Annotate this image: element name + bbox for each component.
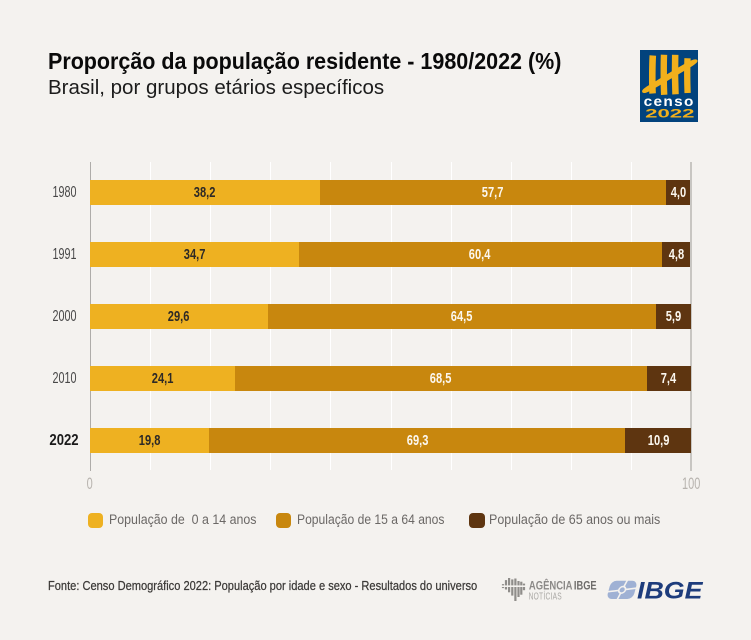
svg-text:IBGE: IBGE xyxy=(574,580,597,594)
svg-text:AGÊNCIA: AGÊNCIA xyxy=(529,578,573,593)
svg-text:IBGE: IBGE xyxy=(637,578,704,603)
svg-text:censo: censo xyxy=(644,95,695,110)
svg-text:2022: 2022 xyxy=(645,107,695,120)
svg-text:NOTÍCIAS: NOTÍCIAS xyxy=(529,590,562,602)
